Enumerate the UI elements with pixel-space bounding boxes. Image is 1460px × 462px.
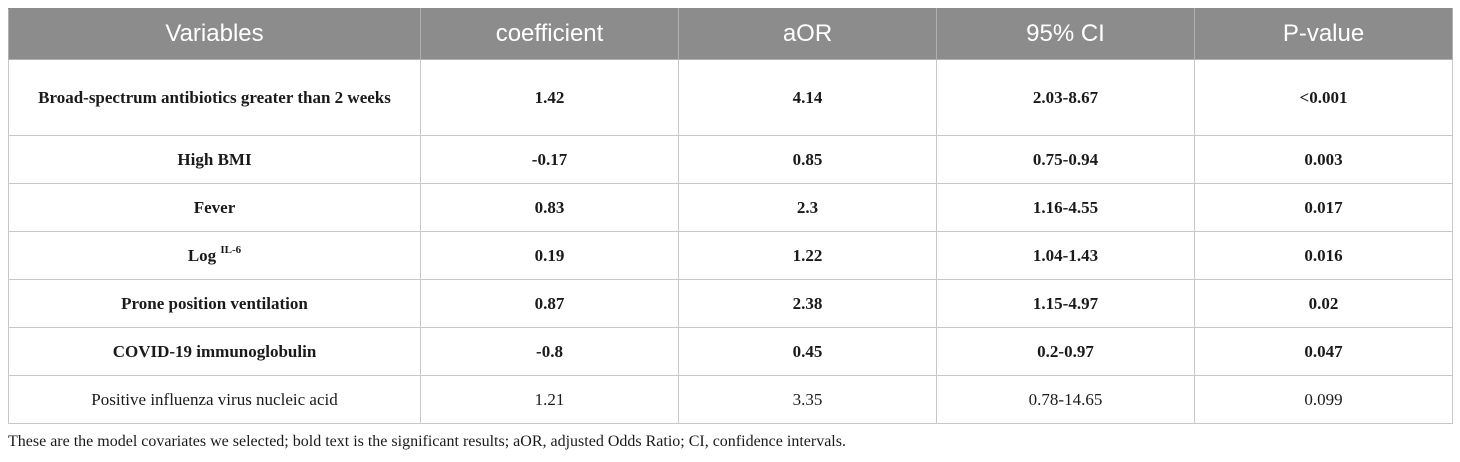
results-table-container: Variables coefficient aOR 95% CI P-value… [8,8,1453,424]
cell-coefficient: -0.8 [420,327,679,376]
cell-coefficient: 1.42 [420,59,679,136]
table-row: Positive influenza virus nucleic acid 1.… [8,375,1453,424]
cell-ci: 1.04-1.43 [936,231,1195,280]
cell-variable: COVID-19 immunoglobulin [8,327,421,376]
table-row: Fever 0.83 2.3 1.16-4.55 0.017 [8,183,1453,232]
header-row: Variables coefficient aOR 95% CI P-value [8,8,1453,60]
cell-p-value: 0.02 [1194,279,1453,328]
cell-ci: 2.03-8.67 [936,59,1195,136]
cell-aor: 2.3 [678,183,937,232]
cell-aor: 1.22 [678,231,937,280]
cell-ci: 0.78-14.65 [936,375,1195,424]
header-variables: Variables [8,8,421,60]
cell-coefficient: 0.83 [420,183,679,232]
cell-aor: 3.35 [678,375,937,424]
header-aor: aOR [678,8,937,60]
header-coefficient: coefficient [420,8,679,60]
variable-text: Prone position ventilation [121,293,308,313]
cell-ci: 0.75-0.94 [936,135,1195,184]
cell-aor: 2.38 [678,279,937,328]
cell-variable: Positive influenza virus nucleic acid [8,375,421,424]
header-p-value: P-value [1194,8,1453,60]
cell-aor: 0.45 [678,327,937,376]
cell-p-value: 0.099 [1194,375,1453,424]
cell-p-value: 0.003 [1194,135,1453,184]
cell-coefficient: -0.17 [420,135,679,184]
variable-text: Broad-spectrum antibiotics greater than … [38,88,391,107]
variable-text: COVID-19 immunoglobulin [112,341,317,361]
cell-variable: Fever [8,183,421,232]
cell-coefficient: 1.21 [420,375,679,424]
variable-text: High BMI [177,149,252,169]
table-row: Broad-spectrum antibiotics greater than … [8,59,1453,136]
cell-variable: High BMI [8,135,421,184]
cell-aor: 0.85 [678,135,937,184]
cell-p-value: 0.047 [1194,327,1453,376]
cell-ci: 0.2-0.97 [936,327,1195,376]
table-footnote: These are the model covariates we select… [8,433,846,450]
cell-variable: Broad-spectrum antibiotics greater than … [8,59,421,136]
cell-coefficient: 0.87 [420,279,679,328]
variable-text: Positive influenza virus nucleic acid [91,389,338,409]
results-table: Variables coefficient aOR 95% CI P-value… [8,8,1453,424]
cell-p-value: 0.017 [1194,183,1453,232]
table-row: Prone position ventilation 0.87 2.38 1.1… [8,279,1453,328]
cell-variable: Log IL-6 [8,231,421,280]
cell-variable: Prone position ventilation [8,279,421,328]
table-row: COVID-19 immunoglobulin -0.8 0.45 0.2-0.… [8,327,1453,376]
cell-coefficient: 0.19 [420,231,679,280]
cell-ci: 1.15-4.97 [936,279,1195,328]
variable-text: Log [187,245,217,265]
variable-superscript: IL-6 [220,243,242,256]
table-row: High BMI -0.17 0.85 0.75-0.94 0.003 [8,135,1453,184]
variable-text: Fever [193,197,236,217]
cell-p-value: 0.016 [1194,231,1453,280]
cell-ci: 1.16-4.55 [936,183,1195,232]
header-ci: 95% CI [936,8,1195,60]
table-row: Log IL-6 0.19 1.22 1.04-1.43 0.016 [8,231,1453,280]
cell-aor: 4.14 [678,59,937,136]
cell-p-value: <0.001 [1194,59,1453,136]
